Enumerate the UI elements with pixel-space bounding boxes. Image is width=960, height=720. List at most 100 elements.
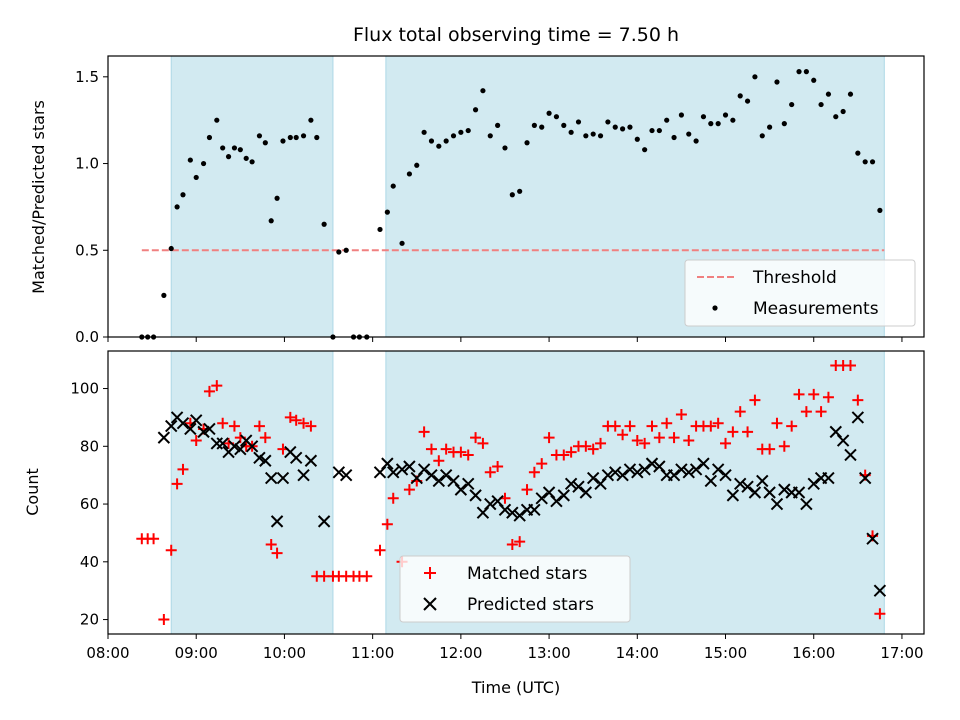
measurements-point-36 — [384, 209, 390, 215]
predicted-stars-point-81 — [770, 497, 784, 511]
predicted-stars-point-51 — [550, 494, 563, 508]
measurements-point-23 — [287, 134, 293, 141]
measurements-point-51 — [495, 122, 501, 128]
measurements-point-20 — [268, 218, 274, 224]
predicted-stars-point-6 — [197, 425, 210, 439]
predicted-stars-point-14 — [245, 440, 259, 453]
measurements-point-67 — [612, 124, 618, 130]
measurements-point-24 — [293, 134, 299, 141]
measurements-point-12 — [220, 145, 226, 151]
predicted-stars-point-46 — [513, 509, 526, 522]
measurements-point-60 — [561, 122, 567, 128]
predicted-stars-point-0 — [157, 431, 171, 444]
measurements-point-21 — [274, 195, 280, 201]
predicted-stars-point-22 — [297, 468, 310, 482]
matched-stars-point-58 — [543, 432, 555, 444]
matched-stars-point-94 — [808, 388, 820, 400]
predicted-stars-point-93 — [858, 471, 872, 485]
predicted-stars-point-68 — [675, 463, 688, 476]
matched-stars-point-61 — [565, 446, 577, 458]
matched-stars-point-54 — [514, 536, 526, 548]
measurements-point-28 — [321, 221, 327, 227]
matched-stars-point-34 — [361, 570, 373, 582]
bottom-axes-frame — [107, 350, 925, 635]
predicted-stars-point-1 — [165, 419, 178, 433]
measurements-point-87 — [759, 133, 765, 139]
predicted-stars-point-92 — [851, 411, 865, 424]
predicted-stars-point-34 — [425, 468, 438, 482]
measurements-point-46 — [458, 129, 464, 135]
matched-stars-point-56 — [528, 466, 540, 478]
measurements-point-50 — [487, 133, 493, 139]
matched-stars-point-42 — [425, 443, 437, 455]
bottom-legend-box — [399, 555, 631, 623]
predicted-stars-point-77 — [741, 480, 754, 493]
measurements-point-44 — [443, 138, 449, 144]
measurements-point-58 — [546, 110, 552, 116]
top-panel: Flux total observing time = 7.50 h 0.0 0.… — [29, 24, 925, 346]
predicted-stars-point-75 — [726, 489, 740, 502]
measurements-point-54 — [517, 188, 523, 194]
xtick-label-10-00: 10:00 — [263, 644, 306, 662]
measurements-point-61 — [568, 129, 574, 135]
measurements-point-53 — [509, 192, 515, 198]
top-legend: Threshold Measurements — [684, 259, 916, 327]
bottom-legend: Matched stars Predicted stars — [399, 555, 631, 623]
bottom-ytick-label-20: 20 — [80, 611, 99, 629]
measurements-point-9 — [200, 160, 207, 167]
measurements-point-8 — [193, 174, 199, 181]
measurements-point-103 — [877, 207, 883, 213]
matched-stars-point-2 — [148, 533, 160, 545]
matched-stars-point-92 — [793, 388, 805, 400]
matched-stars-point-37 — [387, 492, 399, 504]
matched-stars-point-24 — [290, 414, 302, 426]
measurements-point-41 — [421, 129, 427, 135]
measurements-point-102 — [869, 159, 876, 165]
matched-stars-point-50 — [484, 466, 496, 478]
measurements-point-99 — [847, 91, 854, 97]
measurements-point-55 — [524, 140, 530, 146]
xtick-label-13-00: 13:00 — [527, 644, 570, 662]
top-ytick-label-0-0: 0.0 — [75, 328, 99, 346]
predicted-stars-point-48 — [528, 503, 541, 517]
matched-stars-point-67 — [609, 420, 621, 432]
predicted-stars-point-69 — [682, 466, 695, 479]
matched-stars-point-80 — [705, 420, 717, 432]
matched-stars-point-89 — [771, 417, 783, 429]
predicted-stars-point-5 — [190, 414, 203, 427]
measurements-point-7 — [187, 157, 193, 163]
matched-stars-point-71 — [639, 437, 651, 449]
matched-stars-point-84 — [734, 406, 746, 418]
measurements-point-62 — [575, 119, 582, 125]
predicted-stars-point-74 — [719, 468, 732, 482]
measurements-point-38 — [399, 240, 405, 246]
predicted-stars-point-16 — [259, 454, 272, 467]
measurements-point-45 — [450, 133, 457, 139]
predicted-stars-point-64 — [645, 457, 659, 470]
matched-stars-point-47 — [462, 449, 474, 461]
matched-stars-point-3 — [158, 614, 170, 626]
measurements-point-86 — [752, 74, 758, 80]
measurements-point-93 — [803, 69, 809, 75]
matched-stars-point-69 — [624, 420, 636, 432]
matched-stars-point-91 — [786, 420, 798, 432]
matched-stars-point-46 — [455, 446, 467, 458]
measurements-point-63 — [583, 133, 589, 139]
measurements-point-10 — [206, 134, 213, 141]
measurements-point-72 — [649, 127, 655, 134]
measurements-point-30 — [336, 249, 342, 255]
matched-stars-point-4 — [165, 544, 177, 556]
bottom-ytick-label-60: 60 — [80, 495, 99, 513]
bottom-panel: 08:00 09:00 10:00 11:00 12:00 13:00 14:00 15:00… — [23, 350, 925, 697]
legend-threshold-label: Threshold — [752, 268, 837, 288]
top-legend-box — [684, 259, 916, 327]
xtick-label-12-00: 12:00 — [439, 644, 482, 662]
measurements-point-83 — [730, 117, 736, 123]
measurements-point-18 — [256, 133, 263, 139]
bottom-shaded-interval-1 — [170, 350, 334, 635]
predicted-stars-point-15 — [253, 451, 266, 465]
measurements-point-81 — [715, 121, 721, 127]
matched-stars-point-90 — [778, 440, 790, 452]
predicted-stars-point-86 — [807, 477, 820, 491]
predicted-stars-point-52 — [557, 489, 570, 502]
